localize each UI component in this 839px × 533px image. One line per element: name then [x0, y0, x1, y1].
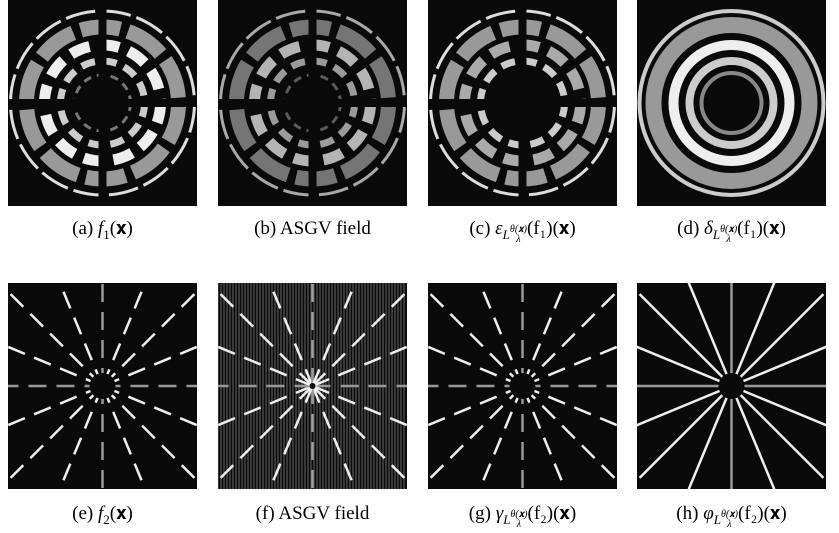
panel-image	[8, 0, 197, 206]
cross-bar	[8, 99, 197, 107]
math-base: ε	[495, 218, 503, 239]
math-subsub: λ	[510, 235, 527, 245]
math-subsub: λ	[720, 235, 737, 245]
caption: (e) f2(𝐱)	[0, 503, 208, 528]
math-tail: (𝐱)	[110, 503, 133, 524]
center-disc	[719, 373, 745, 399]
math-base: φ	[703, 503, 714, 524]
caption-label: (c)	[469, 218, 490, 239]
caption-label: (d)	[677, 218, 699, 239]
caption-text: ASGV field	[278, 503, 369, 524]
math-tail: (f₁)(𝐱)	[737, 218, 786, 239]
math-subsub: λ	[721, 520, 738, 530]
caption-label: (h)	[676, 503, 698, 524]
caption: (a) f1(𝐱)	[0, 218, 208, 243]
caption-label: (b)	[254, 218, 276, 239]
caption-text: ASGV field	[280, 218, 371, 239]
caption-label: (a)	[72, 218, 93, 239]
math-subsub-group: θ(𝐱)λ	[720, 225, 737, 245]
caption-label: (e)	[72, 503, 93, 524]
center-disc	[90, 373, 116, 399]
math-tail: (f₁)(𝐱)	[527, 218, 576, 239]
page: (a) f1(𝐱)(b) ASGV field(c) εLθ(𝐱)λ(f₁)(𝐱…	[0, 0, 839, 533]
cross-bar	[218, 99, 407, 107]
panel-image	[428, 283, 617, 489]
math-tail: (f₂)(𝐱)	[738, 503, 787, 524]
math-tail: (f₂)(𝐱)	[528, 503, 577, 524]
math-tail: (𝐱)	[110, 218, 133, 239]
caption-label: (g)	[469, 503, 491, 524]
cross-bar	[428, 99, 617, 107]
caption-label: (f)	[256, 503, 275, 524]
center-disc	[510, 373, 536, 399]
caption: (f) ASGV field	[208, 503, 418, 525]
panel-image	[637, 0, 826, 206]
panel-image	[218, 0, 407, 206]
panel-image	[218, 283, 407, 489]
panel-image	[637, 283, 826, 489]
math-subsub-group: θ(𝐱)λ	[510, 510, 527, 530]
center-disc	[310, 383, 316, 389]
caption: (b) ASGV field	[208, 218, 418, 240]
panel-image	[8, 283, 197, 489]
math-subsub-group: θ(𝐱)λ	[721, 510, 738, 530]
math-base: δ	[704, 218, 713, 239]
math-subsub-group: θ(𝐱)λ	[510, 225, 527, 245]
panel-image	[428, 0, 617, 206]
math-subsub: λ	[510, 520, 527, 530]
